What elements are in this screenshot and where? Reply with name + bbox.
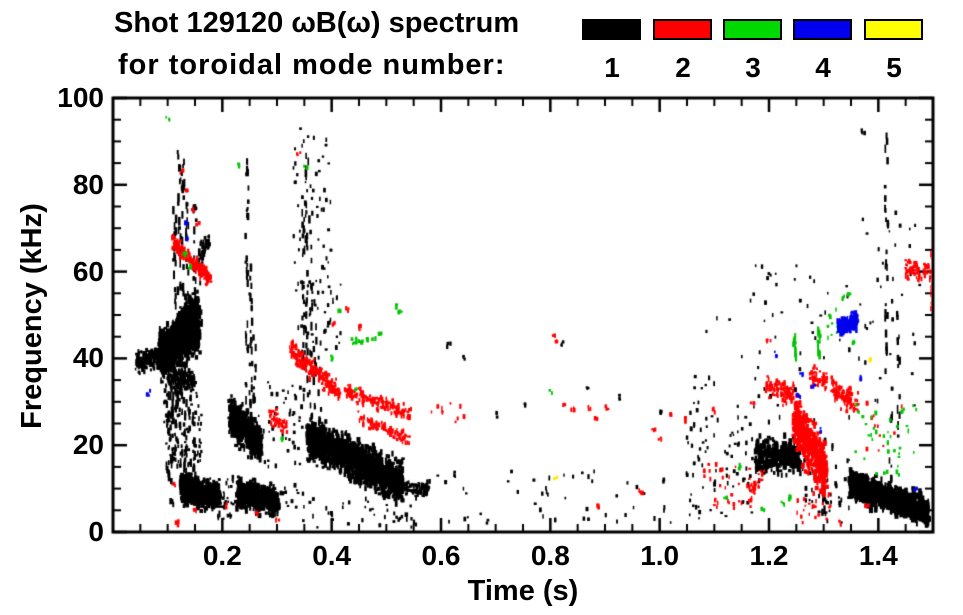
mode-legend: 1 2 3 4 5 — [0, 0, 963, 90]
x-tick-label: 0.4 — [312, 540, 352, 571]
legend-swatch-mode-4 — [793, 19, 852, 40]
y-tick-label: 0 — [88, 516, 104, 547]
legend-swatch-mode-5 — [864, 19, 923, 40]
x-tick-label: 1.0 — [640, 540, 680, 571]
legend-label-mode-1: 1 — [604, 52, 620, 83]
chart-title-line1: Shot 129120 ωB(ω) spectrum — [114, 7, 520, 39]
chart-title-line2: for toroidal mode number: — [118, 49, 506, 81]
x-tick-label: 1.4 — [858, 540, 898, 571]
legend-label-mode-2: 2 — [675, 52, 691, 83]
y-tick-label: 100 — [57, 82, 104, 113]
legend-swatch-mode-3 — [723, 19, 782, 40]
x-tick-label: 1.2 — [749, 540, 789, 571]
legend-swatch-mode-1 — [582, 19, 641, 40]
y-axis-label: Frequency (kHz) — [16, 203, 48, 429]
legend-label-mode-4: 4 — [815, 52, 831, 83]
y-tick-label: 60 — [72, 255, 104, 287]
x-tick-label: 0.8 — [530, 540, 570, 571]
legend-label-mode-5: 5 — [886, 52, 902, 83]
x-tick-label: 0.2 — [202, 540, 242, 571]
x-axis-label: Time (s) — [467, 575, 579, 607]
legend-label-mode-3: 3 — [745, 52, 761, 83]
legend-swatch-mode-2 — [653, 19, 712, 40]
x-tick-label: 0.6 — [421, 540, 461, 571]
y-tick-label: 40 — [72, 342, 104, 374]
y-tick-label: 20 — [72, 429, 104, 461]
y-tick-label: 80 — [72, 168, 104, 200]
